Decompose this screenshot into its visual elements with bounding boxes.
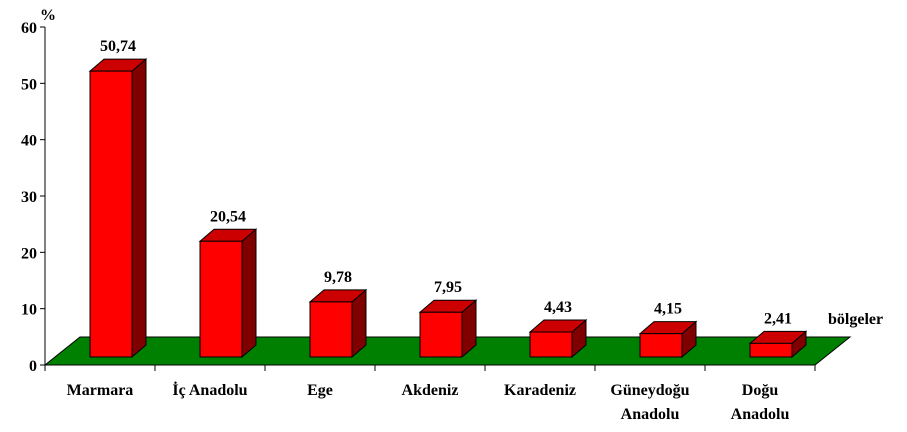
value-label: 50,74 bbox=[100, 38, 136, 55]
value-label: 4,15 bbox=[654, 301, 682, 318]
bar-front bbox=[309, 301, 353, 358]
bar bbox=[638, 320, 698, 359]
value-label: 2,41 bbox=[764, 310, 792, 327]
x-tick-label: Ege bbox=[307, 382, 333, 399]
bar-front bbox=[199, 240, 243, 358]
bar bbox=[88, 58, 148, 359]
bar-front bbox=[419, 311, 463, 358]
bar bbox=[308, 288, 368, 359]
x-tick-label: Güneydoğu Anadolu bbox=[610, 382, 689, 423]
x-tick-label: Marmara bbox=[67, 382, 134, 399]
value-label: 9,78 bbox=[324, 269, 352, 286]
x-axis-label: bölgeler bbox=[828, 311, 883, 328]
x-tick-label: İç Anadolu bbox=[172, 380, 247, 399]
y-tick-label: 40 bbox=[21, 133, 37, 150]
y-tick-label: 30 bbox=[21, 189, 37, 206]
x-tick-label: Akdeniz bbox=[402, 382, 459, 399]
bar bbox=[198, 228, 258, 359]
bar-front bbox=[89, 70, 133, 358]
bar-front bbox=[639, 333, 683, 358]
bar bbox=[528, 318, 588, 359]
value-label: 7,95 bbox=[434, 279, 462, 296]
x-tick-label: Karadeniz bbox=[504, 382, 576, 399]
y-tick-label: 20 bbox=[21, 245, 37, 262]
value-label: 4,43 bbox=[544, 299, 572, 316]
bar-front bbox=[749, 342, 793, 358]
value-label: 20,54 bbox=[210, 208, 246, 225]
bar-front bbox=[529, 331, 573, 358]
x-tick-label: Doğu Anadolu bbox=[731, 382, 790, 423]
bar bbox=[418, 299, 478, 359]
y-tick-label: 0 bbox=[29, 358, 37, 375]
bar-side bbox=[131, 58, 147, 359]
y-tick-label: 10 bbox=[21, 302, 37, 319]
bar bbox=[748, 330, 808, 359]
bar-side bbox=[241, 228, 257, 359]
y-axis-label: % bbox=[40, 7, 56, 24]
y-tick-label: 60 bbox=[21, 20, 37, 37]
y-tick-label: 50 bbox=[21, 76, 37, 93]
